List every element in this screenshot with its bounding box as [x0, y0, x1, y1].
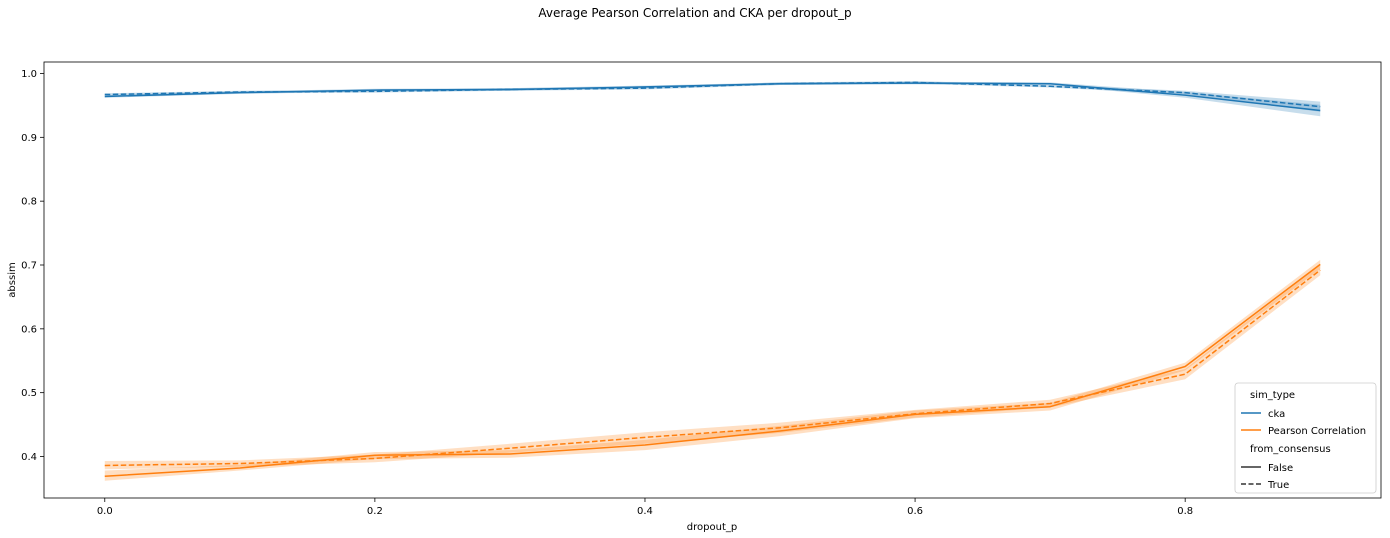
y-tick-label: 0.4 — [21, 452, 37, 463]
confidence-bands — [104, 81, 1321, 481]
plot-frame — [43, 61, 1382, 499]
x-axis-label: dropout_p — [687, 522, 737, 533]
x-tick-label: 0.2 — [367, 506, 383, 517]
y-tick-label: 0.9 — [21, 133, 37, 144]
y-tick-label: 0.6 — [21, 324, 37, 335]
legend-true-label: True — [1267, 480, 1289, 491]
line-pearson-correlation-true — [104, 269, 1321, 467]
legend-pearson-label: Pearson Correlation — [1268, 426, 1366, 437]
y-tick-label: 1.0 — [21, 69, 37, 80]
legend-cka-label: cka — [1268, 409, 1285, 420]
y-axis-label: abssim — [7, 262, 18, 297]
x-axis-ticks: 0.0 0.2 0.4 0.6 0.8 — [97, 498, 1193, 517]
x-tick-label: 0.8 — [1177, 506, 1193, 517]
x-tick-label: 0.6 — [907, 506, 923, 517]
line-pearson-correlation-false — [104, 263, 1321, 478]
y-tick-label: 0.5 — [21, 388, 37, 399]
chart-title: Average Pearson Correlation and CKA per … — [538, 6, 851, 20]
y-axis-ticks: 0.4 0.5 0.6 0.7 0.8 0.9 1.0 — [21, 69, 44, 463]
legend: sim_type cka Pearson Correlation from_co… — [1234, 382, 1377, 494]
band-pearson-correlation-true — [104, 265, 1321, 470]
legend-style-title: from_consensus — [1250, 444, 1331, 455]
series-lines — [104, 81, 1321, 478]
legend-false-label: False — [1268, 463, 1293, 474]
legend-box — [1234, 382, 1377, 494]
y-tick-label: 0.8 — [21, 197, 37, 208]
legend-hue-title: sim_type — [1250, 390, 1295, 401]
band-pearson-correlation-false — [104, 259, 1321, 481]
x-tick-label: 0.0 — [97, 506, 113, 517]
y-tick-label: 0.7 — [21, 260, 37, 271]
line-cka-true — [104, 81, 1321, 108]
x-tick-label: 0.4 — [637, 506, 653, 517]
